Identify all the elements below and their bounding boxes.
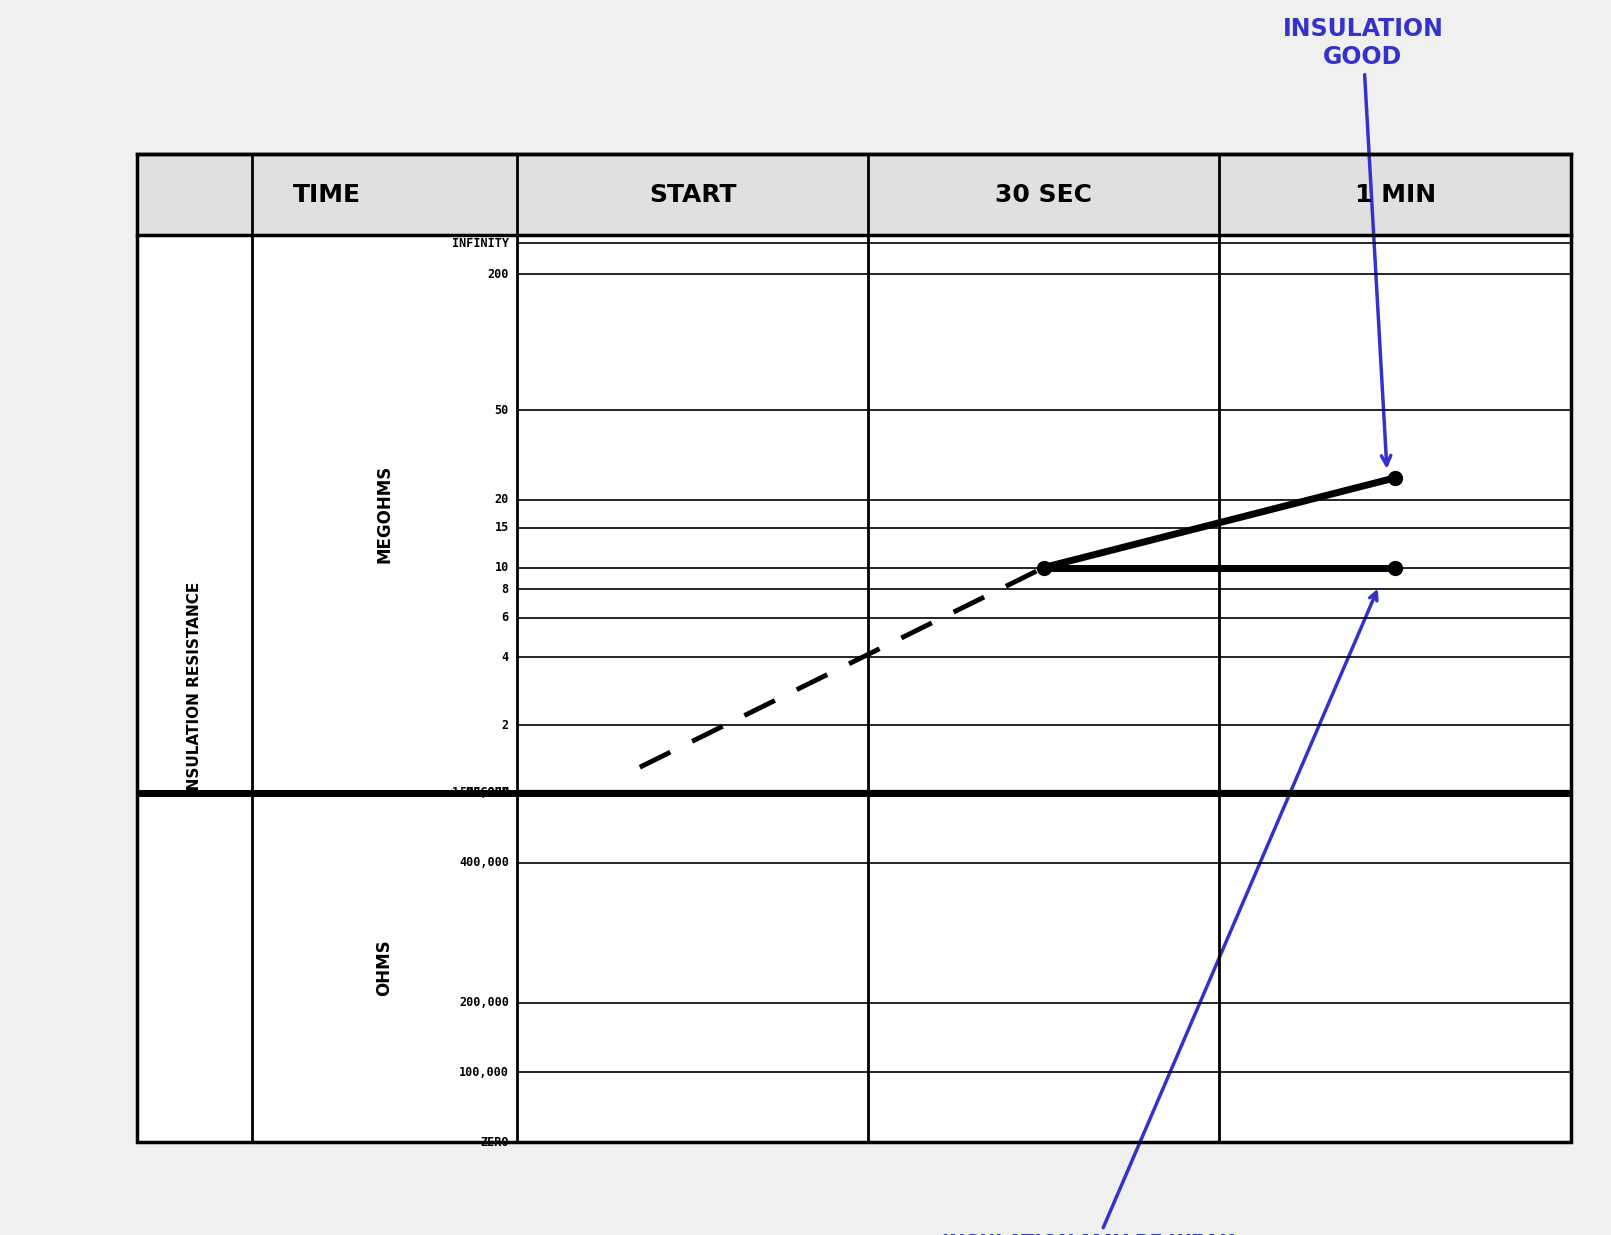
Bar	[137, 154, 1571, 1142]
Text: 200,000: 200,000	[459, 997, 509, 1009]
Text: TIME: TIME	[293, 183, 361, 206]
Text: INSULATION RESISTANCE: INSULATION RESISTANCE	[187, 582, 201, 795]
Text: 2: 2	[501, 719, 509, 731]
Text: 10: 10	[495, 561, 509, 574]
Text: 500,000: 500,000	[459, 787, 509, 799]
Text: 100,000: 100,000	[459, 1066, 509, 1079]
Text: 8: 8	[501, 583, 509, 595]
Text: INSULATION
GOOD: INSULATION GOOD	[1282, 17, 1443, 466]
Text: 20: 20	[495, 493, 509, 506]
Text: 4: 4	[501, 651, 509, 663]
Text: 6: 6	[501, 611, 509, 624]
Text: 50: 50	[495, 404, 509, 416]
Bar	[137, 154, 1571, 235]
Text: 200: 200	[488, 268, 509, 280]
Text: MEGOHMS: MEGOHMS	[375, 464, 393, 563]
Text: ZERO: ZERO	[480, 1136, 509, 1149]
Text: 30 SEC: 30 SEC	[996, 183, 1092, 206]
Text: 1 MEGOHM: 1 MEGOHM	[451, 787, 509, 799]
Bar	[137, 154, 1571, 1142]
Text: OHMS: OHMS	[375, 940, 393, 995]
Text: INFINITY: INFINITY	[451, 237, 509, 249]
Text: 15: 15	[495, 521, 509, 535]
Text: INSULATION MAY BE WEAK,
BETTER WATCH!: INSULATION MAY BE WEAK, BETTER WATCH!	[942, 593, 1377, 1235]
Text: START: START	[649, 183, 736, 206]
Text: 1 MIN: 1 MIN	[1355, 183, 1435, 206]
Text: 400,000: 400,000	[459, 856, 509, 869]
